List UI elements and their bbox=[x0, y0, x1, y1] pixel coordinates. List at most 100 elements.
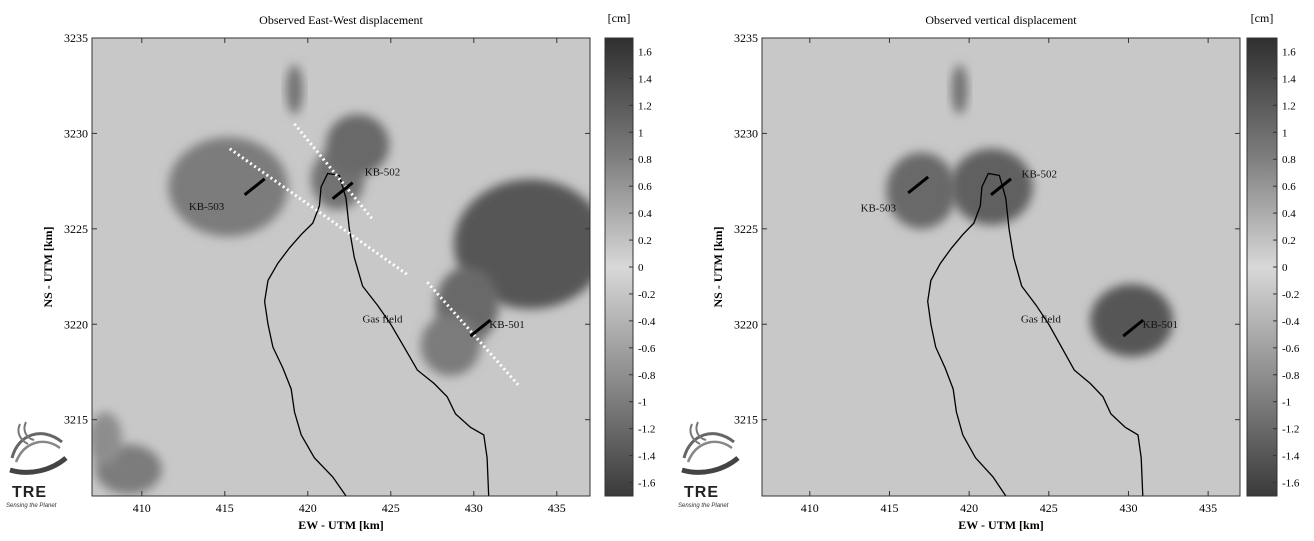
colorbar-tick-label: 1.4 bbox=[1282, 73, 1296, 85]
well-marker bbox=[1122, 318, 1145, 338]
displacement-anomaly bbox=[886, 152, 957, 229]
displacement-anomaly bbox=[326, 114, 390, 176]
x-tick-label: 425 bbox=[1040, 501, 1058, 515]
y-axis-label: NS - UTM [km] bbox=[711, 227, 725, 308]
x-axis-label: EW - UTM [km] bbox=[958, 518, 1043, 532]
x-tick-label: 420 bbox=[299, 501, 317, 515]
colorbar-tick-label: -1.2 bbox=[638, 424, 655, 436]
colorbar-tick-label: 0 bbox=[1282, 262, 1288, 274]
fault-line bbox=[228, 147, 409, 276]
colorbar-tick-label: 0.8 bbox=[638, 154, 652, 166]
chart-title: Observed vertical displacement bbox=[925, 13, 1077, 27]
colorbar-tick-label: 1.6 bbox=[1282, 46, 1296, 58]
colorbar-tick-label: -0.4 bbox=[638, 316, 656, 328]
gas-field-boundary bbox=[263, 172, 490, 496]
y-tick-label: 3220 bbox=[64, 317, 88, 331]
panel-2: KB-503 KB-502 KB-501 Gas field 410 415 420 425 4… bbox=[711, 11, 1300, 532]
displacement-anomaly bbox=[286, 64, 303, 115]
y-tick-label: 3235 bbox=[734, 31, 758, 45]
colorbar-tick-label: 0.4 bbox=[638, 208, 652, 220]
colorbar-tick-label: -1.6 bbox=[638, 478, 656, 490]
well-label: KB-502 bbox=[365, 166, 400, 178]
y-tick-label: 3230 bbox=[734, 126, 758, 140]
well-marker bbox=[331, 181, 354, 200]
y-tick-label: 3235 bbox=[64, 31, 88, 45]
colorbar-tick-label: 0 bbox=[638, 262, 644, 274]
well-marker bbox=[243, 177, 266, 197]
x-tick-label: 430 bbox=[465, 501, 483, 515]
colorbar-tick-label: -1.6 bbox=[1282, 478, 1300, 490]
displacement-anomaly bbox=[420, 314, 481, 376]
colorbar-tick-label: 0.2 bbox=[1282, 235, 1296, 247]
colorbar-tick-label: 1 bbox=[638, 127, 644, 139]
colorbar-tick-label: -0.6 bbox=[638, 343, 656, 355]
well-marker bbox=[990, 177, 1012, 197]
well-label: KB-501 bbox=[1143, 319, 1178, 331]
logo-text: TRE bbox=[684, 484, 719, 501]
y-tick-label: 3230 bbox=[64, 126, 88, 140]
well-label: KB-503 bbox=[189, 201, 225, 213]
y-tick-label: 3215 bbox=[64, 413, 88, 427]
tre-logo: TRE Sensing the Planet bbox=[678, 418, 748, 509]
y-tick-label: 3225 bbox=[734, 222, 758, 236]
colorbar-tick-label: -1.2 bbox=[1282, 424, 1299, 436]
logo-tagline: Sensing the Planet bbox=[6, 503, 57, 509]
colorbar-tick-label: 0.6 bbox=[638, 181, 652, 193]
colorbar-tick-label: -1 bbox=[1282, 397, 1291, 409]
tre-swirl-icon bbox=[681, 421, 740, 475]
x-tick-label: 410 bbox=[801, 501, 819, 515]
well-marker bbox=[907, 175, 930, 195]
gas-field-label: Gas field bbox=[362, 313, 403, 325]
colorbar-tick-label: 0.8 bbox=[1282, 154, 1296, 166]
gas-field-label: Gas field bbox=[1021, 313, 1062, 325]
well-marker bbox=[469, 318, 492, 338]
colorbar bbox=[604, 37, 634, 497]
colorbar-tick-label: -0.2 bbox=[638, 289, 655, 301]
well-label: KB-502 bbox=[1022, 168, 1057, 180]
y-tick-label: 3225 bbox=[64, 222, 88, 236]
displacement-anomaly bbox=[92, 412, 122, 466]
x-tick-label: 435 bbox=[1199, 501, 1217, 515]
x-tick-label: 435 bbox=[548, 501, 566, 515]
x-tick-label: 430 bbox=[1119, 501, 1137, 515]
tre-swirl-icon bbox=[9, 421, 68, 475]
well-label: KB-501 bbox=[489, 319, 524, 331]
colorbar-tick-label: -0.6 bbox=[1282, 343, 1300, 355]
colorbar-tick-label: -0.8 bbox=[1282, 370, 1300, 382]
y-axis-label: NS - UTM [km] bbox=[41, 227, 55, 308]
gas-field-boundary bbox=[927, 172, 1144, 496]
chart-title: Observed East-West displacement bbox=[259, 13, 423, 27]
plot-background bbox=[762, 38, 1240, 496]
colorbar-tick-label: 0.2 bbox=[638, 235, 652, 247]
displacement-anomaly bbox=[168, 137, 288, 237]
colorbar-tick-label: -1 bbox=[638, 397, 647, 409]
colorbar-tick-label: -1.4 bbox=[638, 451, 656, 463]
y-tick-label: 3220 bbox=[734, 317, 758, 331]
colorbar-tick-label: 0.4 bbox=[1282, 208, 1296, 220]
colorbar-tick-label: -0.2 bbox=[1282, 289, 1299, 301]
displacement-anomaly bbox=[950, 148, 1033, 226]
colorbar-tick-label: 1.2 bbox=[638, 100, 652, 112]
displacement-anomaly bbox=[951, 64, 968, 115]
plot-frame bbox=[91, 37, 591, 497]
x-tick-label: 415 bbox=[880, 501, 898, 515]
colorbar-tick-label: 1.6 bbox=[638, 46, 652, 58]
colorbar-tick-label: 1.2 bbox=[1282, 100, 1296, 112]
x-axis-label: EW - UTM [km] bbox=[298, 518, 383, 532]
x-tick-label: 420 bbox=[960, 501, 978, 515]
colorbar-unit: [cm] bbox=[608, 11, 631, 25]
colorbar-tick-label: -1.4 bbox=[1282, 451, 1300, 463]
logo-tagline: Sensing the Planet bbox=[678, 503, 729, 509]
well-label: KB-503 bbox=[861, 203, 897, 215]
plot-frame bbox=[761, 37, 1241, 497]
y-tick-label: 3215 bbox=[734, 413, 758, 427]
x-tick-label: 415 bbox=[216, 501, 234, 515]
displacement-anomaly bbox=[1090, 284, 1174, 357]
logo-text: TRE bbox=[12, 484, 47, 501]
colorbar bbox=[1246, 37, 1278, 497]
x-tick-label: 410 bbox=[133, 501, 151, 515]
fault-line bbox=[293, 122, 374, 221]
x-tick-label: 425 bbox=[382, 501, 400, 515]
